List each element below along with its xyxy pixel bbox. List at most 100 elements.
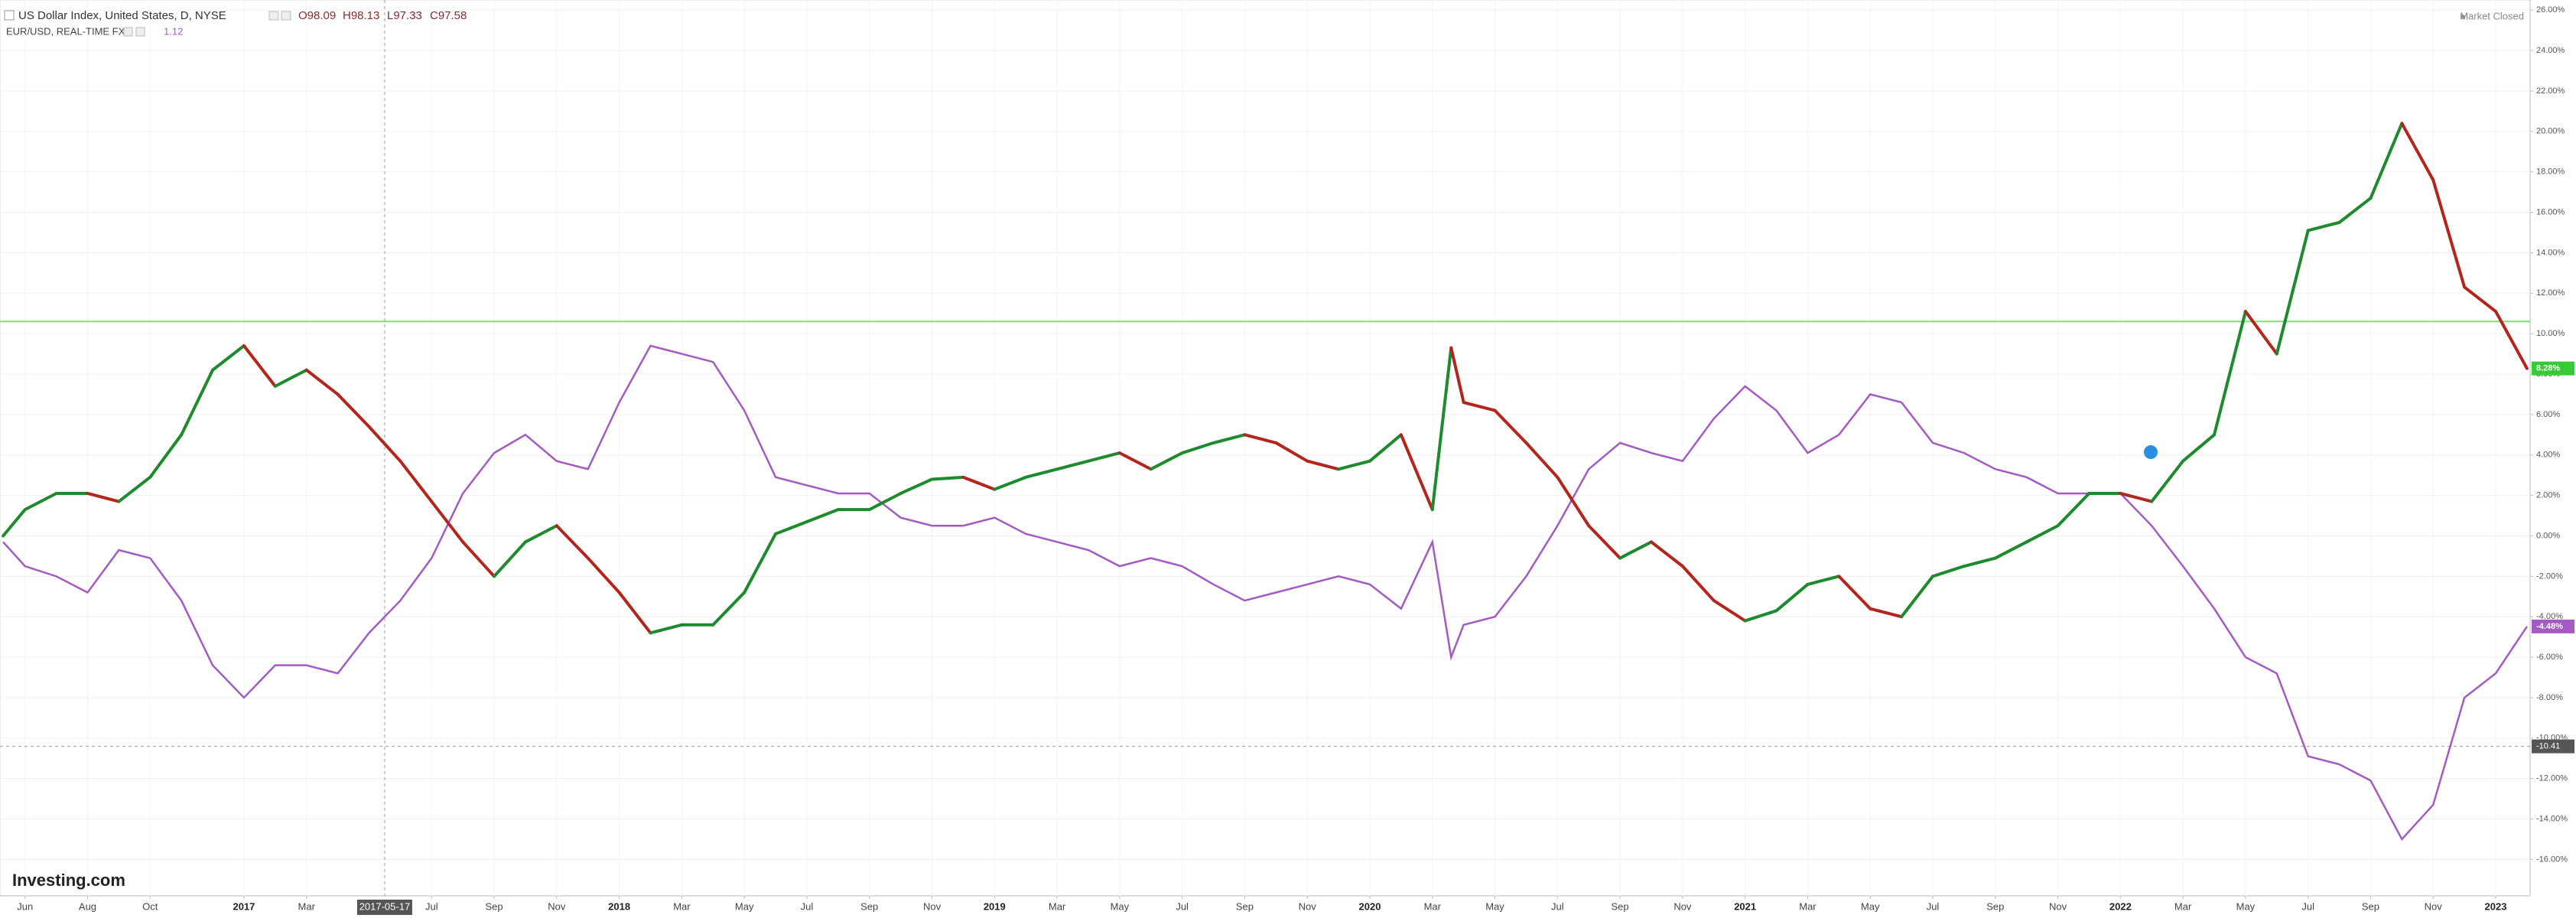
crosshair-x-label: 2017-05-17 <box>359 900 411 912</box>
crosshair-y-box <box>2532 739 2574 754</box>
x-tick-label: Jun <box>17 900 33 912</box>
dxy-segment <box>1743 609 1778 623</box>
event-icon[interactable] <box>2144 445 2158 459</box>
dxy-segment <box>1462 401 1497 412</box>
dxy-segment <box>1837 575 1872 610</box>
dxy-segment <box>2181 433 2217 463</box>
y-tick-label: 0.00% <box>2536 531 2560 540</box>
x-tick-label: May <box>1111 900 1130 912</box>
dxy-segment <box>2119 491 2154 503</box>
x-tick-label: May <box>2236 900 2256 912</box>
dxy-segment <box>1556 475 1591 528</box>
x-tick-label: Nov <box>1299 900 1317 912</box>
dxy-segment <box>1493 409 1528 444</box>
dxy-segment <box>1962 556 1997 568</box>
dxy-segment <box>2337 197 2373 224</box>
y-tick-label: -14.00% <box>2536 814 2568 823</box>
dxy-segment <box>2 508 27 538</box>
y-tick-label: -4.00% <box>2536 612 2563 621</box>
x-tick-label: 2019 <box>984 900 1006 912</box>
dxy-segment <box>1086 451 1121 463</box>
dxy-segment <box>1712 599 1747 623</box>
dxy-segment <box>493 540 527 578</box>
x-tick-label: Jul <box>425 900 438 912</box>
close-icon[interactable] <box>281 11 291 21</box>
subtitle-price: 1.12 <box>164 25 183 37</box>
dxy-segment <box>242 344 277 388</box>
dxy-segment <box>1055 459 1090 471</box>
x-tick-label: Mar <box>2174 900 2192 912</box>
x-tick-label: Mar <box>1049 900 1066 912</box>
x-tick-label: Sep <box>2362 900 2379 912</box>
crosshair-x-box <box>356 900 412 915</box>
dxy-segment <box>461 540 496 578</box>
x-tick-label: Jul <box>1551 900 1564 912</box>
x-tick-label: Jul <box>2301 900 2314 912</box>
settings-icon[interactable] <box>268 11 279 21</box>
x-tick-label: May <box>1485 900 1504 912</box>
dxy-segment <box>1430 346 1453 512</box>
dxy-segment <box>1368 433 1403 463</box>
y-tick-label: 24.00% <box>2536 46 2565 55</box>
y-tick-label: 4.00% <box>2536 451 2560 460</box>
marks <box>0 0 2530 896</box>
dxy-segment <box>1618 540 1653 560</box>
x-tick-label: Sep <box>1986 900 2004 912</box>
y-tick-label: 18.00% <box>2536 168 2565 177</box>
x-tick-label: Aug <box>79 900 96 912</box>
dxy-segment <box>711 591 746 627</box>
dxy-segment <box>1212 433 1247 444</box>
dxy-segment <box>1524 441 1560 479</box>
x-tick-label: 2018 <box>608 900 630 912</box>
y-tick-label: -8.00% <box>2536 693 2563 702</box>
last-value-label: -4.48% <box>2536 622 2563 631</box>
dxy-segment <box>180 368 215 437</box>
dxy-segment <box>2306 220 2341 233</box>
dxy-segment <box>867 491 903 512</box>
y-tick-label: 14.00% <box>2536 248 2565 257</box>
y-tick-label: 6.00% <box>2536 410 2560 419</box>
collapse-icon[interactable] <box>4 10 15 21</box>
settings-icon[interactable] <box>123 27 133 37</box>
x-tick-label: Jul <box>1176 900 1189 912</box>
last-value-box <box>2532 361 2574 376</box>
dxy-segment <box>805 508 840 523</box>
subtitle: EUR/USD, REAL-TIME FX <box>6 25 125 37</box>
grid <box>0 0 2533 899</box>
dxy-segment <box>273 368 308 388</box>
dxy-segment <box>993 475 1028 491</box>
x-tick-label: Jul <box>801 900 814 912</box>
dxy-segment <box>1399 433 1434 512</box>
y-tick-label: 20.00% <box>2536 127 2565 136</box>
dxy-segment <box>2369 122 2404 200</box>
plot-area <box>0 0 2531 897</box>
y-tick-label: -2.00% <box>2536 571 2563 581</box>
dxy-segment <box>2243 310 2278 356</box>
dxy-segment <box>1587 524 1622 560</box>
dxy-segment <box>2463 285 2498 314</box>
x-tick-label: 2023 <box>2485 900 2507 912</box>
dxy-segment <box>86 491 121 503</box>
dxy-segment <box>2400 122 2435 182</box>
dxy-segment <box>2431 178 2467 289</box>
x-tick-label: 2021 <box>1734 900 1756 912</box>
y-tick-label: 10.00% <box>2536 329 2565 338</box>
x-tick-label: Nov <box>2425 900 2443 912</box>
dxy-segment <box>899 477 934 495</box>
dxy-segment <box>1306 459 1341 471</box>
dxy-segment <box>649 623 684 635</box>
x-tick-label: May <box>735 900 754 912</box>
x-tick-label: Sep <box>485 900 503 912</box>
dxy-segment <box>1024 467 1059 479</box>
dxy-segment <box>304 368 340 396</box>
dxy-segment <box>2150 459 2185 503</box>
x-tick-label: Mar <box>298 900 316 912</box>
close-icon[interactable] <box>135 27 145 37</box>
last-value-label: 8.28% <box>2536 364 2560 373</box>
dxy-segment <box>555 524 590 560</box>
y-tick-label: 26.00% <box>2536 5 2565 15</box>
labels: -16.00%-14.00%-12.00%-10.00%-8.00%-6.00%… <box>17 5 2574 915</box>
dxy-segment <box>398 459 434 503</box>
x-tick-label: Sep <box>1236 900 1254 912</box>
x-tick-label: 2020 <box>1359 900 1381 912</box>
